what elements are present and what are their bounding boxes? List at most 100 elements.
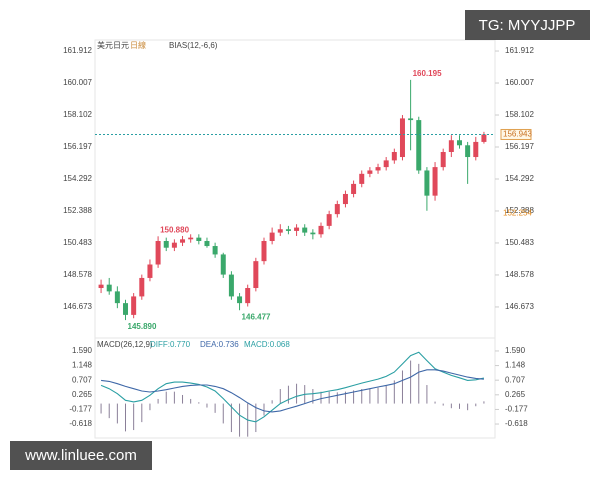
macd-line bbox=[100, 351, 485, 423]
y-tick-label: 152.388 bbox=[505, 206, 534, 215]
y-tick-label: 0.265 bbox=[72, 390, 93, 399]
price-annotation: 146.477 bbox=[242, 312, 271, 321]
candle-body bbox=[399, 118, 405, 158]
candle-body bbox=[163, 240, 169, 248]
y-tick-label: -0.618 bbox=[69, 419, 92, 428]
y-tick-label: 0.707 bbox=[505, 375, 526, 384]
chart-frame bbox=[94, 39, 496, 439]
candle-body bbox=[456, 140, 462, 146]
candle-body bbox=[334, 204, 340, 215]
candle-body bbox=[155, 240, 161, 265]
candle-body bbox=[424, 170, 430, 196]
candle-body bbox=[253, 261, 259, 289]
candle-body bbox=[180, 239, 186, 243]
candle-body bbox=[147, 264, 153, 278]
y-tick-label: 1.148 bbox=[505, 361, 526, 370]
y-tick-label: -0.618 bbox=[505, 419, 528, 428]
macd-line bbox=[101, 369, 484, 413]
candle-body bbox=[139, 277, 145, 297]
candle-body bbox=[318, 225, 324, 235]
macd-label: MACD:0.068 bbox=[244, 340, 290, 349]
y-tick-label: 148.578 bbox=[63, 270, 92, 279]
y-tick-label: 158.102 bbox=[63, 110, 92, 119]
candle-body bbox=[196, 237, 202, 241]
candle-body bbox=[481, 134, 487, 142]
y-tick-label: 154.292 bbox=[63, 174, 92, 183]
candle-body bbox=[359, 173, 365, 184]
candle-body bbox=[220, 254, 226, 275]
candle-body bbox=[440, 151, 446, 168]
y-tick-label: 1.148 bbox=[72, 361, 93, 370]
candle-body bbox=[123, 303, 129, 315]
candle-body bbox=[391, 151, 397, 161]
candle-body bbox=[285, 229, 291, 231]
period: 日線 bbox=[130, 40, 146, 50]
y-tick-label: 148.578 bbox=[505, 270, 534, 279]
candle-body bbox=[342, 193, 348, 205]
y-tick-label: 1.590 bbox=[72, 346, 93, 355]
candle-body bbox=[416, 120, 422, 171]
candle-body bbox=[171, 242, 177, 248]
candle-body bbox=[237, 296, 243, 304]
candle-body bbox=[408, 118, 414, 121]
y-tick-label: 156.197 bbox=[505, 142, 534, 151]
price-annotation: 160.195 bbox=[413, 69, 442, 78]
marker-price-label: 152.254 bbox=[503, 208, 532, 217]
y-tick-label: -0.177 bbox=[505, 405, 528, 414]
y-tick-label: 146.673 bbox=[63, 302, 92, 311]
candle-body bbox=[277, 229, 283, 233]
candle-body bbox=[204, 240, 210, 247]
candle-body bbox=[131, 296, 137, 315]
y-tick-label: 150.483 bbox=[505, 238, 534, 247]
candle-body bbox=[465, 145, 471, 158]
candle-body bbox=[261, 240, 267, 262]
candle-body bbox=[269, 232, 275, 241]
candle-body bbox=[432, 167, 438, 196]
y-tick-label: 146.673 bbox=[505, 302, 534, 311]
y-tick-label: 160.007 bbox=[63, 78, 92, 87]
site-box bbox=[10, 441, 152, 470]
y-tick-label: 150.483 bbox=[63, 238, 92, 247]
y-tick-label: 0.707 bbox=[72, 375, 93, 384]
indicator: BIAS(12,-6,6) bbox=[169, 41, 218, 50]
candle-body bbox=[310, 232, 316, 235]
symbol: 美元日元 bbox=[97, 40, 129, 50]
price-annotation: 150.880 bbox=[160, 225, 189, 234]
candle-body bbox=[245, 288, 251, 304]
last-price-box bbox=[500, 128, 532, 140]
y-tick-label: 1.590 bbox=[505, 346, 526, 355]
candle-body bbox=[294, 227, 300, 231]
diff-label: DIFF:0.770 bbox=[150, 340, 191, 349]
y-tick-label: 0.265 bbox=[505, 390, 526, 399]
site-url: www.linluee.com bbox=[24, 447, 137, 464]
candle-body bbox=[473, 141, 479, 158]
dea-label: DEA:0.736 bbox=[200, 340, 239, 349]
price-annotation: 145.890 bbox=[128, 322, 157, 331]
candle-body bbox=[326, 214, 332, 226]
candle-body bbox=[375, 167, 381, 171]
y-tick-label: 161.912 bbox=[505, 46, 534, 55]
y-tick-label: -0.177 bbox=[69, 405, 92, 414]
y-tick-label: 154.292 bbox=[505, 174, 534, 183]
candle-body bbox=[212, 246, 218, 255]
last-price-label: 156.943 bbox=[503, 130, 532, 139]
y-tick-label: 161.912 bbox=[63, 46, 92, 55]
candle-body bbox=[383, 160, 389, 168]
candle-body bbox=[98, 284, 104, 289]
macd-title: MACD(26,12,9) bbox=[97, 340, 153, 349]
candle-body bbox=[106, 284, 112, 292]
candle-body bbox=[228, 274, 234, 297]
watermark-box bbox=[465, 10, 590, 40]
y-tick-label: 156.197 bbox=[63, 142, 92, 151]
watermark: TG: MYYJJPP bbox=[479, 17, 576, 34]
y-tick-label: 158.102 bbox=[505, 110, 534, 119]
candle-body bbox=[114, 291, 120, 304]
candle-body bbox=[302, 227, 308, 233]
candle-body bbox=[367, 170, 373, 174]
candle-body bbox=[188, 237, 194, 240]
y-tick-label: 160.007 bbox=[505, 78, 534, 87]
y-tick-label: 152.388 bbox=[63, 206, 92, 215]
candle-body bbox=[448, 140, 454, 152]
